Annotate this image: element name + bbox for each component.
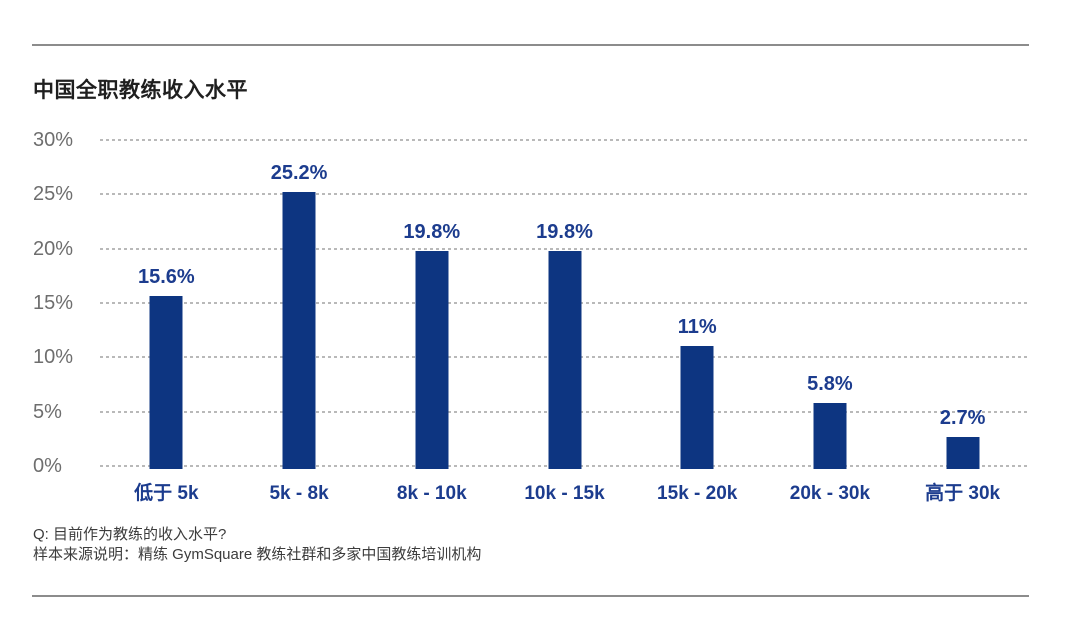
x-axis-label: 高于 30k [925,483,1001,504]
x-axis-label: 8k - 10k [396,483,467,504]
x-axis-label: 20k - 30k [789,483,871,504]
plot-area: 15.6% 25.2% 19.8% 19.8% 11% 5.8% 2.7% [100,139,1029,469]
x-axis-label: 15k - 20k [657,483,738,504]
x-axis-label: 低于 5k [134,483,199,504]
top-divider [32,44,1029,46]
x-axis-label: 10k - 15k [524,483,605,504]
bar [548,250,581,469]
bar [946,436,980,469]
y-tick-label: 5% [33,400,62,423]
bar [680,346,714,469]
gridline-25 [100,193,1029,196]
y-tick-label: 25% [33,183,74,206]
bar-value-label: 2.7% [939,406,986,429]
x-axis: 低于 5k 5k - 8k 8k - 10k 10k - 15k 15k - 20k 20… [100,482,1029,508]
y-tick-label: 15% [33,292,74,314]
bar [282,192,316,469]
y-tick-label: 30% [33,129,74,151]
gridline-20 [100,247,1029,250]
footnote-source: 样本来源说明：精练 GymSquare 教练社群和多家中国教练培训机构 [33,545,482,563]
bar [149,296,183,469]
bar-value-label: 11% [677,316,717,339]
bar-value-label: 19.8% [403,220,461,243]
gridline-30 [100,139,1029,141]
bar-value-label: 19.8% [536,220,593,243]
x-axis-label: 5k - 8k [269,483,329,504]
bottom-divider [32,595,1029,597]
bar [813,402,847,469]
y-tick-label: 0% [33,455,62,477]
bar [415,250,449,469]
chart-title: 中国全职教练收入水平 [33,79,248,102]
y-tick-label: 10% [33,346,74,369]
bar-value-label: 15.6% [137,266,195,289]
bar-value-label: 25.2% [270,162,328,185]
footnote-question: Q: 目前作为教练的收入水平? [33,526,227,543]
y-tick-label: 20% [33,237,74,260]
bar-value-label: 5.8% [807,372,853,395]
footnote: Q: 目前作为教练的收入水平? 样本来源说明：精练 GymSquare 教练社群… [33,525,481,564]
